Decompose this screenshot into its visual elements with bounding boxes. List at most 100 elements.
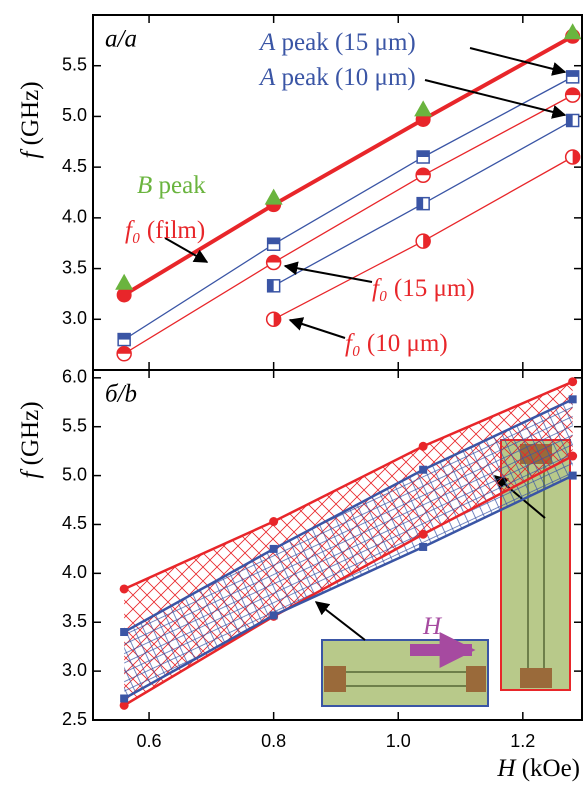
plot-frame [92,369,583,721]
marker-half [267,279,274,292]
marker [565,113,580,128]
marker [115,273,134,290]
marker-square [269,611,278,620]
panel: 2.5 3.0 3.5 4.0 4.5 5.0 5.5 6.0 0.6 0.8 1.0 1.2 б/b f… [17,367,583,782]
marker [264,188,283,205]
y-tick-label: 5.0 [62,464,87,484]
y-tick-label: 3.0 [62,308,87,328]
marker-square [568,471,577,480]
marker [564,87,581,103]
marker [119,700,129,710]
marker [418,529,428,539]
marker-half [416,168,431,176]
marker [568,471,577,480]
marker [419,465,428,474]
marker-half [417,197,424,210]
marker [415,167,431,184]
marker-half [417,151,430,157]
marker [265,311,282,328]
marker [568,395,577,404]
series-label: f₀ (15 μm) [372,275,475,302]
marker-triangle [563,23,582,40]
series-line [123,454,574,707]
y-tick-label: 6.0 [62,367,87,387]
y-tick-label: 5.5 [62,54,87,74]
label-arrow [424,79,567,119]
y-tick-label: 5.0 [62,105,87,125]
marker [269,517,279,527]
x-axis-label: H (kOe) [496,755,580,782]
y-tick-label: 3.5 [62,611,87,631]
marker [568,377,578,387]
marker [117,332,131,347]
marker-half [566,70,579,77]
series-line [123,474,574,700]
series-line [123,398,574,634]
marker [418,441,428,451]
panel-label: a/a [105,26,137,53]
marker-half [566,114,573,127]
marker-triangle [414,100,433,117]
marker [269,611,278,620]
label-arrow [288,317,346,339]
y-tick-label: 3.0 [62,660,87,680]
marker-triangle [264,188,283,205]
marker [415,233,431,249]
marker [120,694,129,703]
marker [116,346,132,362]
x-tick-label: 0.8 [261,731,286,751]
label-arrow [164,237,209,263]
marker [266,279,281,293]
marker-half [117,346,132,354]
inset-pad [324,666,346,692]
y-tick-label: 4.0 [62,562,87,582]
y-tick-label: 4.5 [62,156,87,176]
marker-square [269,544,278,553]
y-tick-label: 3.5 [62,257,87,277]
pointer-arrow [314,601,366,641]
series-line [123,94,573,355]
marker-half [565,88,580,96]
marker-half [572,150,580,164]
marker [119,584,129,594]
marker [414,100,433,117]
annotation: H [422,613,443,640]
marker-half [267,238,280,245]
marker-square [419,465,428,474]
marker-square [568,395,577,404]
marker-dot [418,441,428,451]
y-tick-label: 4.0 [62,207,87,227]
marker [416,150,430,164]
inset-pad [466,666,486,692]
marker-square [120,694,129,703]
x-tick-label: 0.6 [137,731,162,751]
marker-dot [568,451,578,461]
marker-dot [269,517,279,527]
marker [116,287,132,303]
marker-dot [418,529,428,539]
hatched-region [124,399,573,699]
marker-square [120,628,129,637]
y-axis-label: f (GHz) [17,401,44,478]
y-tick-label: 2.5 [62,709,87,729]
panel: 3.0 3.5 4.0 4.5 5.0 5.5 f₀ (film) B peak A peak … [17,14,583,371]
series-label: f₀ (10 μm) [345,330,448,357]
series-label: A peak (10 μm) [258,64,416,91]
marker [419,542,428,551]
marker [265,254,282,271]
marker [120,628,129,637]
marker [568,451,578,461]
marker-dot [568,377,578,387]
marker [266,237,281,251]
label-arrow [283,261,373,283]
marker-dot [116,287,132,303]
panel-label: б/b [105,381,137,408]
marker [565,70,580,84]
y-tick-label: 5.5 [62,415,87,435]
marker [564,149,581,165]
y-axis-label: f (GHz) [17,81,44,158]
marker [269,544,278,553]
series-line [123,76,573,341]
marker-half [273,312,281,327]
